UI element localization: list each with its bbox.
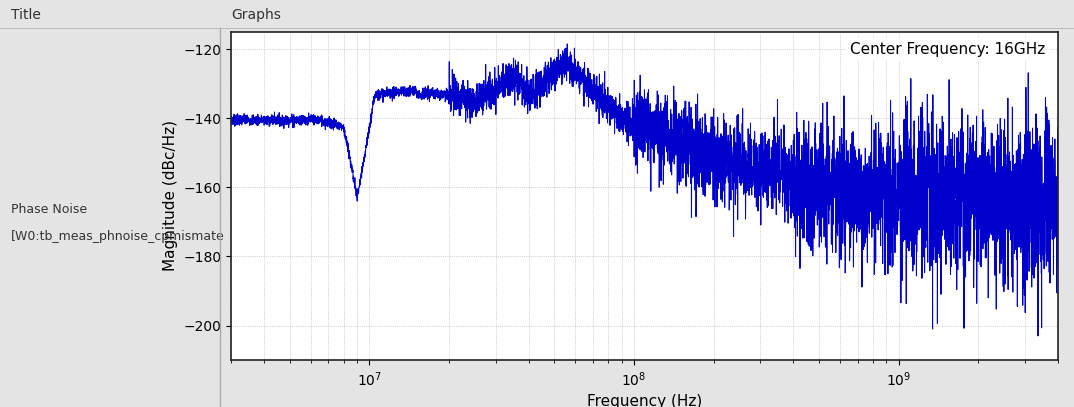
Text: Phase Noise: Phase Noise	[11, 203, 87, 216]
Text: Center Frequency: 16GHz: Center Frequency: 16GHz	[851, 42, 1045, 57]
Text: Title: Title	[11, 8, 41, 22]
Y-axis label: Magnitude (dBc/Hz): Magnitude (dBc/Hz)	[162, 120, 177, 271]
Text: [W0:tb_meas_phnoise_cpmismate: [W0:tb_meas_phnoise_cpmismate	[11, 230, 224, 243]
Text: Graphs: Graphs	[231, 8, 280, 22]
X-axis label: Frequency (Hz): Frequency (Hz)	[586, 394, 702, 407]
